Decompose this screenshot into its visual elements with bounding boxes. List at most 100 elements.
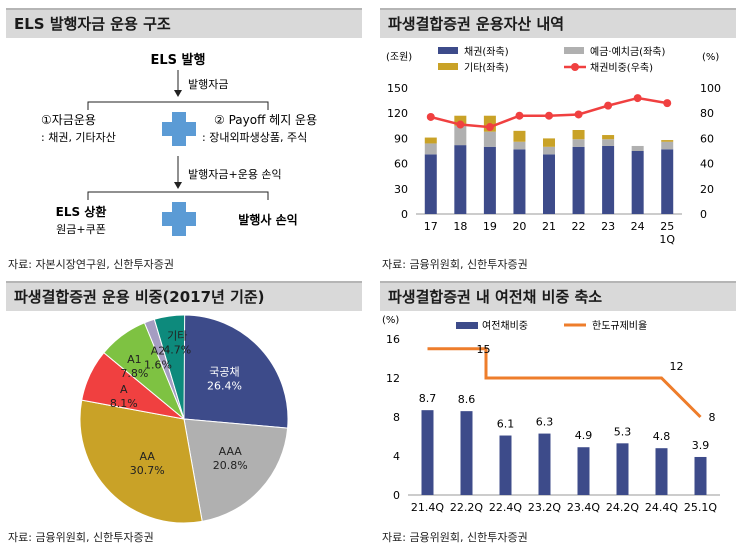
slice-label: AAA xyxy=(219,445,243,458)
bar-data-label: 4.9 xyxy=(575,429,593,442)
bar-segment xyxy=(454,145,467,214)
legend-swatch xyxy=(438,47,458,54)
els-structure-panel: ELS 발행자금 운용 구조 ELS 발행 발행자금 ①자금운용 : 채권, 기… xyxy=(6,0,362,273)
pie-slice xyxy=(183,418,289,522)
legend-label: 한도규제비율 xyxy=(592,320,647,332)
bar-segment xyxy=(424,143,437,155)
pie-slice xyxy=(183,314,289,429)
bond-share-point xyxy=(574,110,583,119)
fund-operation-detail: : 채권, 기타자산 xyxy=(41,131,116,144)
bar-data-label: 5.3 xyxy=(614,425,632,438)
credit-share-bar xyxy=(655,448,668,495)
els-redemption-label: ELS 상환 xyxy=(56,204,107,219)
bar-segment xyxy=(602,135,615,140)
assets-panel: 파생결합증권 운용자산 내역 (조원) (%) 0 30 60 90 120 150 0 20 40… xyxy=(380,0,736,273)
x-tick-label: 1Q xyxy=(659,233,675,246)
bar-segment xyxy=(661,141,674,150)
credit-share-bar xyxy=(499,435,512,495)
plus-icon xyxy=(162,202,196,236)
x-tick-label: 25 xyxy=(660,220,674,233)
principal-coupon-label: 원금+쿠폰 xyxy=(56,223,106,236)
bar-data-label: 3.9 xyxy=(692,439,710,452)
credit-share-bar xyxy=(538,433,551,495)
assets-chart: (조원) (%) 0 30 60 90 120 150 0 20 40 60 80 100 17 18 19 20… xyxy=(386,46,721,246)
x-tick-label: 21.4Q xyxy=(411,501,444,514)
y-tick-label-left: 30 xyxy=(394,183,408,196)
y-axis-unit-right: (%) xyxy=(702,52,719,63)
slice-value: 1.6% xyxy=(144,359,172,372)
x-tick-label: 24.4Q xyxy=(645,501,678,514)
slice-value: 4.7% xyxy=(163,343,191,356)
y-tick-label-left: 90 xyxy=(394,132,408,145)
x-tick-label: 23.4Q xyxy=(567,501,600,514)
funding-label: 발행자금 xyxy=(188,78,228,91)
limit-label: 12 xyxy=(670,360,684,373)
pie-panel: 파생결합증권 운용 비중(2017년 기준) 국공채 26.4% AAA 20.8% A… xyxy=(6,273,362,546)
bar-segment xyxy=(424,137,437,144)
bar-segment xyxy=(602,145,615,214)
credit-share-bar xyxy=(616,443,629,495)
legend-label: 채권(좌축) xyxy=(464,46,509,58)
bar-data-label: 6.1 xyxy=(497,418,515,431)
credit-share-bar xyxy=(421,410,434,495)
y-tick-label: 0 xyxy=(393,489,400,502)
slice-value: 26.4% xyxy=(207,380,242,393)
legend-swatch xyxy=(564,47,584,54)
plus-icon xyxy=(162,112,196,146)
slice-label: 국공채 xyxy=(209,366,239,379)
slice-label: A xyxy=(120,383,128,396)
legend-marker xyxy=(571,63,579,71)
slice-label: A1 xyxy=(127,353,142,366)
panel-title: 파생결합증권 운용자산 내역 xyxy=(380,8,736,38)
y-tick-label-right: 20 xyxy=(700,183,714,196)
slice-value: 7.8% xyxy=(120,367,148,380)
source-note: 자료: 금융위원회, 신한투자증권 xyxy=(382,531,528,544)
credit-share-bar xyxy=(460,411,473,495)
bond-share-point xyxy=(485,123,494,132)
y-tick-label: 4 xyxy=(393,450,400,463)
y-tick-label-right: 100 xyxy=(700,82,721,95)
legend-label: 채권비중(우축) xyxy=(590,62,653,74)
bar-segment xyxy=(572,139,585,147)
x-tick-label: 22.4Q xyxy=(489,501,522,514)
bar-segment xyxy=(483,146,496,214)
bond-share-point xyxy=(604,101,613,110)
x-tick-label: 22.2Q xyxy=(450,501,483,514)
slice-label: 기타 xyxy=(167,329,187,342)
bar-segment xyxy=(661,140,674,142)
bar-segment xyxy=(572,146,585,214)
y-tick-label-left: 60 xyxy=(394,158,408,171)
bar-segment xyxy=(543,138,555,147)
payoff-hedge-label: ② Payoff 헤지 운용 xyxy=(214,113,317,127)
bar-segment xyxy=(602,139,615,146)
x-tick-label: 24 xyxy=(631,220,645,233)
bar-segment xyxy=(454,125,467,146)
y-tick-label-right: 80 xyxy=(700,107,714,120)
y-axis-unit: (%) xyxy=(382,315,399,326)
bar-segment xyxy=(631,151,644,214)
credit-share-chart: (%) 0 4 8 12 16 8.7 21.4Q 8.6 22.2Q 6.1 22.4Q 6.3 23.… xyxy=(382,315,720,514)
bar-segment xyxy=(631,145,644,151)
bar-data-label: 6.3 xyxy=(536,416,554,429)
x-tick-label: 21 xyxy=(542,220,556,233)
y-tick-label-right: 60 xyxy=(700,132,714,145)
bar-data-label: 8.7 xyxy=(419,392,437,405)
legend-label: 기타(좌축) xyxy=(464,62,509,74)
y-axis-unit-left: (조원) xyxy=(386,51,412,63)
issuer-pnl-label: 발행사 손익 xyxy=(238,212,297,227)
structure-diagram: ELS 발행 발행자금 ①자금운용 : 채권, 기타자산 ② Payoff 헤지… xyxy=(41,52,317,236)
x-tick-label: 23 xyxy=(601,220,615,233)
panel-title: 파생결합증권 운용 비중(2017년 기준) xyxy=(6,281,362,311)
y-tick-label: 16 xyxy=(386,333,400,346)
payoff-hedge-detail: : 장내외파생상품, 주식 xyxy=(202,131,307,144)
bar-segment xyxy=(513,149,526,214)
y-tick-label-right: 0 xyxy=(700,208,707,221)
bar-data-label: 8.6 xyxy=(458,393,476,406)
slice-value: 30.7% xyxy=(130,464,165,477)
y-tick-label-left: 150 xyxy=(387,82,408,95)
slice-value: 20.8% xyxy=(213,459,248,472)
limit-ratio-line xyxy=(427,347,702,419)
bar-segment xyxy=(572,130,585,140)
legend-swatch xyxy=(438,63,458,70)
